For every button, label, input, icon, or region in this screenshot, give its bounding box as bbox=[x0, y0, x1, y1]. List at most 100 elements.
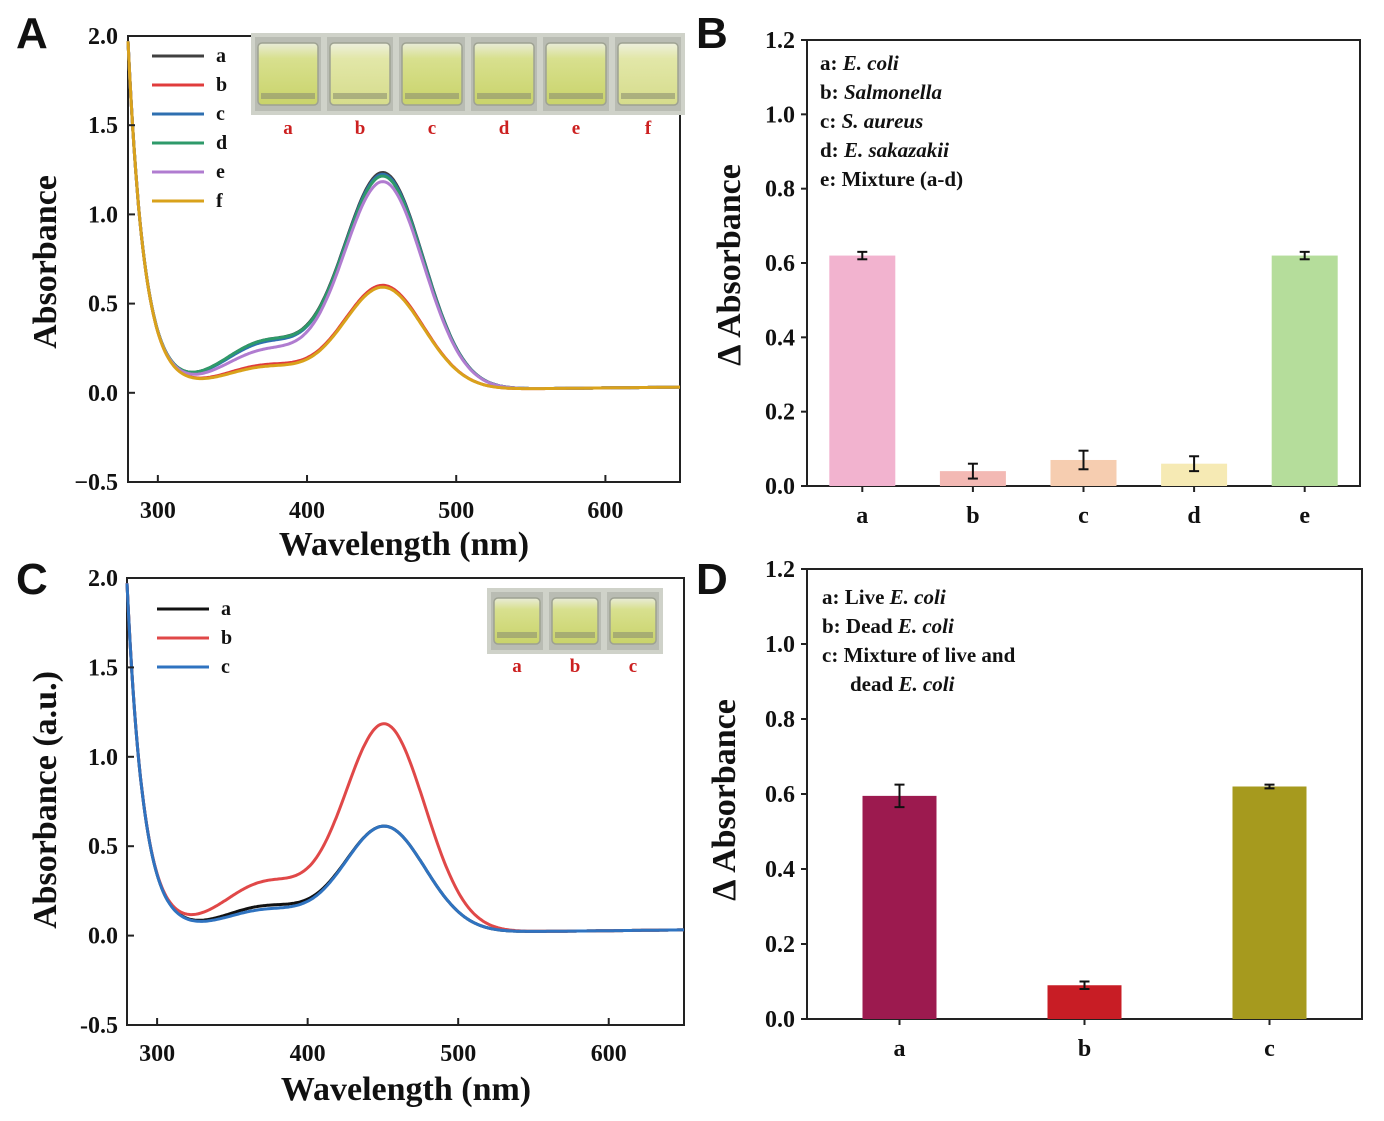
y-tick-label: 2.0 bbox=[88, 24, 118, 50]
note-prefix: c: bbox=[820, 109, 842, 133]
note-line-1: a: Live E. coli bbox=[822, 585, 946, 609]
note-organism: E. coli bbox=[889, 585, 946, 609]
vial-base bbox=[333, 93, 387, 99]
y-tick-label: 1.0 bbox=[88, 745, 118, 771]
note-organism: E. coli bbox=[897, 614, 954, 638]
y-tick-label: 0.4 bbox=[765, 325, 795, 351]
y-tick-label: −0.5 bbox=[74, 470, 118, 496]
x-tick-label: 300 bbox=[140, 498, 176, 524]
x-tick-label: 400 bbox=[290, 1041, 326, 1067]
note-line-2: b: Salmonella bbox=[820, 80, 942, 104]
y-tick-label: 0.6 bbox=[765, 251, 795, 277]
vial bbox=[329, 42, 391, 106]
x-category-label-c: c bbox=[1078, 503, 1089, 529]
y-tick-label: 1.0 bbox=[88, 202, 118, 228]
vial-label-a: a bbox=[512, 656, 522, 677]
y-tick-label: 1.2 bbox=[765, 557, 795, 583]
x-category-label-e: e bbox=[1299, 503, 1310, 529]
y-tick-label: 2.0 bbox=[88, 566, 118, 592]
y-tick-label: 0.5 bbox=[88, 292, 118, 318]
x-category-label-d: d bbox=[1187, 503, 1201, 529]
note-line-2: b: Dead E. coli bbox=[822, 614, 954, 638]
vial-label-f: f bbox=[645, 118, 652, 139]
vial-base bbox=[555, 632, 595, 638]
y-tick-label: 0.0 bbox=[765, 474, 795, 500]
panel-d-y-axis-title: Δ Absorbance bbox=[706, 699, 743, 901]
x-tick-label: 500 bbox=[438, 498, 474, 524]
vial bbox=[617, 42, 679, 106]
y-tick-label: 1.5 bbox=[88, 655, 118, 681]
panel-letter-b: B bbox=[696, 9, 728, 58]
note-organism: E. sakazakii bbox=[843, 138, 949, 162]
vial bbox=[545, 42, 607, 106]
legend-label-b: b bbox=[216, 74, 227, 96]
panel-b-bar-chart: a b c d e 0.0 0.2 0.4 0.6 0.8 1.0 1.2 a: E. coli b:… bbox=[711, 28, 1361, 529]
panel-c-y-axis-title: Absorbance (a.u.) bbox=[27, 671, 64, 929]
vial-label-c: c bbox=[428, 118, 436, 139]
vial bbox=[401, 42, 463, 106]
panel-letter-a: A bbox=[16, 9, 48, 58]
panel-a-x-axis-title: Wavelength (nm) bbox=[279, 526, 529, 563]
legend-label-f: f bbox=[216, 190, 223, 212]
x-category-label-a: a bbox=[894, 1036, 906, 1062]
vial bbox=[473, 42, 535, 106]
x-tick-label: 400 bbox=[289, 498, 325, 524]
x-tick-label: 500 bbox=[440, 1041, 476, 1067]
note-prefix: a: Live bbox=[822, 585, 890, 609]
vial-base bbox=[549, 93, 603, 99]
x-category-label-c: c bbox=[1264, 1036, 1275, 1062]
bar-a bbox=[862, 795, 937, 1019]
vial-label-d: d bbox=[499, 118, 510, 139]
y-tick-label: 0.6 bbox=[765, 782, 795, 808]
note-prefix: a: bbox=[820, 51, 843, 75]
panel-c-x-axis-title: Wavelength (nm) bbox=[281, 1071, 531, 1108]
vial-photo-frame bbox=[251, 33, 685, 115]
panel-letter-c: C bbox=[16, 555, 48, 604]
panel-d-bar-chart: a b c 0.0 0.2 0.4 0.6 0.8 1.0 1.2 a: Live E. col… bbox=[706, 557, 1363, 1062]
x-tick-label: 600 bbox=[591, 1041, 627, 1067]
vial-label-a: a bbox=[283, 118, 293, 139]
note-line-3: c: S. aureus bbox=[820, 109, 923, 133]
x-category-label-a: a bbox=[856, 503, 868, 529]
panel-c-plot-frame bbox=[126, 577, 685, 1026]
y-tick-label: 1.0 bbox=[765, 102, 795, 128]
bar-c bbox=[1232, 786, 1307, 1019]
legend-label-e: e bbox=[216, 161, 225, 183]
vial-label-e: e bbox=[572, 118, 580, 139]
note-organism: Salmonella bbox=[844, 80, 942, 104]
legend-label-b: b bbox=[221, 627, 232, 649]
vial-label-c: c bbox=[629, 656, 637, 677]
bar-d bbox=[1161, 463, 1228, 486]
panel-letter-d: D bbox=[696, 555, 728, 604]
note-organism: S. aureus bbox=[842, 109, 924, 133]
note-prefix: b: Dead bbox=[822, 614, 898, 638]
y-tick-label: 0.2 bbox=[765, 932, 795, 958]
spectrum-line-f bbox=[126, 41, 680, 391]
legend-label-a: a bbox=[221, 598, 231, 620]
x-tick-label: 600 bbox=[587, 498, 623, 524]
panel-b-y-axis-title: Δ Absorbance bbox=[711, 164, 748, 366]
panel-a-y-axis-title: Absorbance bbox=[27, 175, 64, 349]
vial-base bbox=[613, 632, 653, 638]
y-tick-label: 0.8 bbox=[765, 177, 795, 203]
y-tick-label: 0.2 bbox=[765, 400, 795, 426]
spectrum-line-c bbox=[125, 583, 684, 933]
note-organism: E. coli bbox=[897, 672, 954, 696]
note-line-4: d: E. sakazakii bbox=[820, 138, 949, 162]
y-tick-label: -0.5 bbox=[80, 1013, 118, 1039]
panel-a-vial-photo: a b c d e f bbox=[251, 33, 685, 139]
x-category-label-b: b bbox=[1078, 1036, 1091, 1062]
note-line-3: c: Mixture of live and bbox=[822, 643, 1016, 667]
note-line-4: dead E. coli bbox=[850, 672, 955, 696]
y-tick-label: 0.0 bbox=[88, 381, 118, 407]
x-category-label-b: b bbox=[966, 503, 979, 529]
note-prefix: b: bbox=[820, 80, 844, 104]
vial-base bbox=[621, 93, 675, 99]
vial-base bbox=[477, 93, 531, 99]
y-tick-label: 0.0 bbox=[765, 1007, 795, 1033]
legend-label-c: c bbox=[216, 103, 225, 125]
y-tick-label: 0.0 bbox=[88, 924, 118, 950]
